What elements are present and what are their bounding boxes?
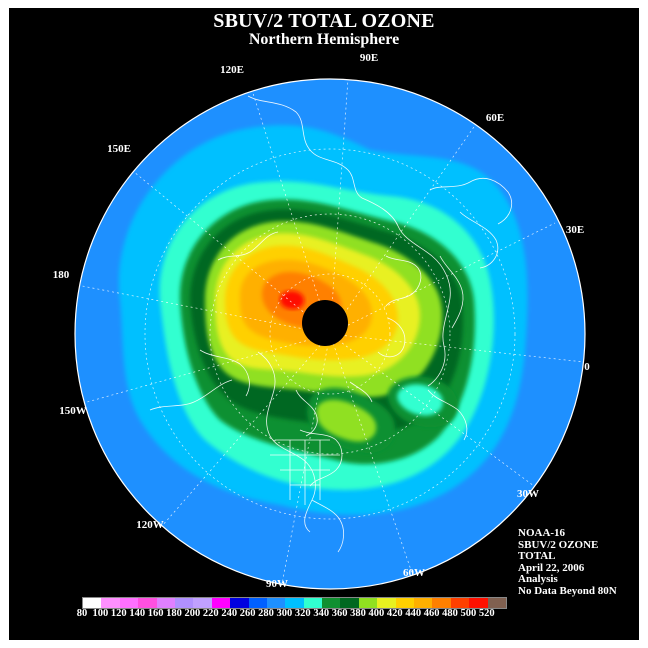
colorbar-swatch <box>285 598 304 608</box>
colorbar-tick-label: 140 <box>129 608 146 619</box>
colorbar-tick-label: 260 <box>239 608 256 619</box>
colorbar-swatch <box>377 598 396 608</box>
lon-label-180: 180 <box>53 269 70 281</box>
page-subtitle: Northern Hemisphere <box>248 31 400 48</box>
colorbar-tick-label: 80 <box>76 608 88 619</box>
colorbar-tick-label: 220 <box>202 608 219 619</box>
info-mode: Analysis <box>518 573 558 585</box>
ozone-region-320-atlantic <box>397 384 443 416</box>
colorbar-tick-label: 420 <box>386 608 403 619</box>
colorbar-tick-label: 180 <box>166 608 182 619</box>
colorbar-swatch <box>487 598 506 608</box>
colorbar-swatch <box>414 598 433 608</box>
longitude-labels: 90E 60E 30E 0 30W 60W 90W 120W 150W 180 … <box>53 52 591 590</box>
graticule <box>76 79 585 585</box>
colorbar-swatch <box>469 598 488 608</box>
colorbar-tick-label: 160 <box>147 608 164 619</box>
colorbar-swatch <box>322 598 341 608</box>
colorbar-tick-label: 300 <box>276 608 293 619</box>
lon-label-150e: 150E <box>107 143 131 155</box>
colorbar-tick-label: 440 <box>405 608 422 619</box>
colorbar <box>82 597 507 609</box>
lon-label-120e: 120E <box>220 64 244 76</box>
info-satellite: NOAA-16 <box>518 527 566 539</box>
lon-label-30e: 30E <box>566 224 584 236</box>
ozone-region-500 <box>280 290 305 310</box>
colorbar-tick-label: 380 <box>350 608 366 619</box>
colorbar-tick-label: 400 <box>368 608 385 619</box>
info-note: No Data Beyond 80N <box>518 584 617 597</box>
colorbar-swatch <box>119 598 139 608</box>
colorbar-tick-label: 360 <box>331 608 348 619</box>
lon-label-90e: 90E <box>360 52 378 64</box>
colorbar-swatch <box>211 598 231 608</box>
colorbar-tick-label: 520 <box>478 608 495 619</box>
colorbar-swatch <box>266 598 286 608</box>
colorbar-swatch <box>248 598 267 608</box>
info-date: April 22, 2006 <box>518 561 585 574</box>
colorbar-swatch <box>156 598 175 608</box>
lon-label-30w: 30W <box>517 488 539 500</box>
colorbar-swatch <box>450 598 470 608</box>
colorbar-swatch <box>83 598 102 608</box>
colorbar-tick-label: 200 <box>184 608 201 619</box>
lon-label-90w: 90W <box>266 578 288 590</box>
map-boundary <box>74 78 586 590</box>
colorbar-tick-label: 500 <box>460 608 477 619</box>
colorbar-swatch <box>230 598 249 608</box>
no-data-pole-mask <box>302 300 348 346</box>
colorbar-swatch <box>138 598 157 608</box>
lon-label-60e: 60E <box>486 112 504 124</box>
colorbar-tick-label: 120 <box>110 608 127 619</box>
colorbar-swatch <box>358 598 378 608</box>
page-title: SBUV/2 TOTAL OZONE <box>213 10 435 32</box>
ozone-region-380-secondary <box>316 399 377 442</box>
lon-label-120w: 120W <box>136 519 164 531</box>
colorbar-swatch <box>174 598 194 608</box>
lon-label-60w: 60W <box>403 567 425 579</box>
colorbar-tick-label: 320 <box>294 608 311 619</box>
colorbar-tick-label: 480 <box>442 608 458 619</box>
colorbar-tick-label: 100 <box>92 608 109 619</box>
lon-label-150w: 150W <box>59 405 87 417</box>
colorbar-swatch <box>193 598 212 608</box>
coastlines <box>149 95 512 553</box>
colorbar-swatch <box>432 598 451 608</box>
colorbar-ticks: 80 100 120 140 160 180 200 220 240 260 280 300 320 34… <box>72 608 592 622</box>
colorbar-tick-label: 280 <box>258 608 274 619</box>
colorbar-tick-label: 240 <box>221 608 238 619</box>
colorbar-swatch <box>395 598 415 608</box>
lon-label-0: 0 <box>584 361 590 373</box>
info-type: TOTAL <box>518 550 556 562</box>
colorbar-swatch <box>101 598 120 608</box>
info-panel: NOAA-16 SBUV/2 OZONE TOTAL April 22, 200… <box>518 527 617 597</box>
colorbar-swatch <box>303 598 323 608</box>
info-product: SBUV/2 OZONE <box>518 538 599 551</box>
colorbar-swatch <box>340 598 359 608</box>
colorbar-tick-label: 460 <box>423 608 440 619</box>
colorbar-tick-label: 340 <box>313 608 330 619</box>
